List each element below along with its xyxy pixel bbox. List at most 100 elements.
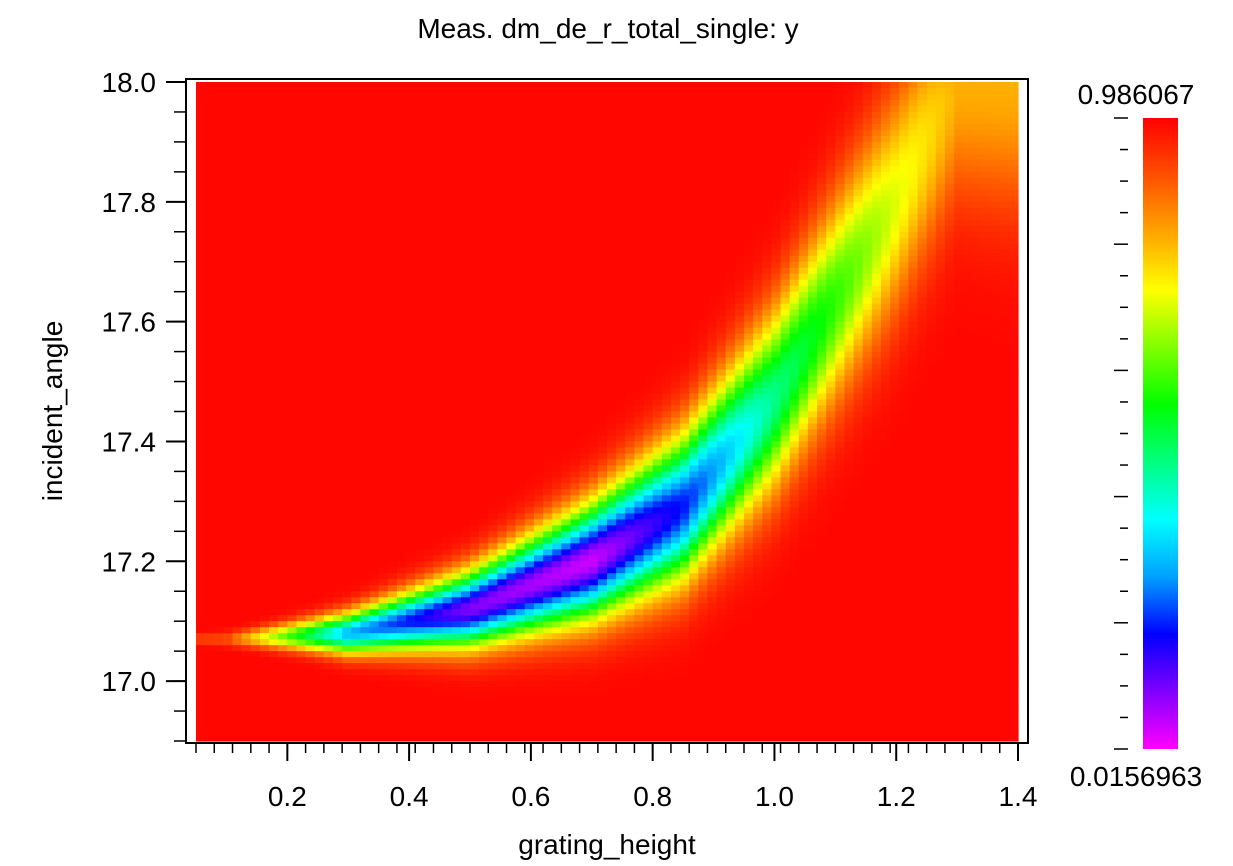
heatmap-cell: [442, 393, 453, 401]
heatmap-cell: [524, 681, 535, 688]
heatmap-cell: [579, 369, 590, 377]
heatmap-cell: [497, 213, 508, 221]
heatmap-cell: [232, 399, 243, 407]
heatmap-cell: [479, 249, 489, 257]
heatmap-cell: [214, 729, 224, 736]
heatmap-cell: [552, 705, 562, 712]
heatmap-cell: [470, 255, 480, 263]
heatmap-cell: [579, 645, 590, 652]
heatmap-cell: [406, 291, 416, 299]
heatmap-cell: [533, 687, 544, 694]
heatmap-cell: [387, 435, 398, 443]
heatmap-cell: [241, 267, 252, 275]
heatmap-cell: [479, 309, 489, 317]
heatmap-cell: [460, 603, 471, 610]
heatmap-cell: [415, 99, 425, 107]
heatmap-cell: [433, 699, 444, 706]
heatmap-cell: [451, 105, 462, 113]
heatmap-cell: [552, 219, 562, 227]
heatmap-cell: [232, 459, 243, 467]
heatmap-cell: [442, 429, 453, 437]
heatmap-cell: [378, 645, 389, 652]
heatmap-cell: [323, 99, 334, 107]
heatmap-cell: [424, 351, 435, 359]
heatmap-cell: [570, 615, 581, 622]
heatmap-cell: [387, 669, 398, 676]
heatmap-cell: [442, 591, 453, 598]
heatmap-cell: [196, 255, 206, 263]
heatmap-cell: [460, 609, 471, 616]
heatmap-cell: [406, 105, 416, 113]
heatmap-cell: [205, 135, 215, 143]
heatmap-cell: [561, 357, 572, 365]
heatmap-cell: [387, 213, 398, 221]
heatmap-cell: [607, 243, 617, 251]
heatmap-cell: [488, 543, 498, 550]
heatmap-cell: [342, 441, 352, 449]
heatmap-cell: [351, 255, 361, 263]
heatmap-cell: [479, 645, 489, 652]
heatmap-cell: [442, 471, 453, 478]
heatmap-cell: [369, 441, 380, 449]
heatmap-cell: [360, 381, 371, 389]
heatmap-cell: [515, 639, 526, 646]
heatmap-cell: [214, 645, 224, 652]
heatmap-cell: [497, 519, 508, 526]
heatmap-cell: [241, 357, 252, 365]
heatmap-cell: [323, 417, 334, 425]
heatmap-cell: [296, 393, 307, 401]
heatmap-cell: [561, 339, 572, 347]
heatmap-cell: [232, 123, 243, 131]
heatmap-cell: [214, 555, 224, 562]
heatmap-cell: [515, 663, 526, 670]
heatmap-cell: [570, 663, 581, 670]
heatmap-cell: [396, 483, 407, 490]
heatmap-cell: [479, 693, 489, 700]
heatmap-cell: [323, 675, 334, 682]
heatmap-cell: [433, 189, 444, 197]
heatmap-cell: [387, 525, 398, 532]
heatmap-cell: [543, 411, 553, 419]
heatmap-cell: [214, 465, 224, 473]
heatmap-cell: [296, 147, 307, 155]
heatmap-cell: [506, 333, 517, 341]
heatmap-cell: [570, 573, 581, 580]
heatmap-cell: [369, 669, 380, 676]
heatmap-cell: [424, 435, 435, 443]
heatmap-cell: [561, 159, 572, 167]
heatmap-cell: [269, 123, 279, 131]
heatmap-cell: [296, 717, 307, 724]
heatmap-cell: [232, 345, 243, 353]
heatmap-cell: [214, 423, 224, 431]
heatmap-cell: [296, 567, 307, 574]
heatmap-cell: [543, 105, 553, 113]
heatmap-cell: [470, 507, 480, 514]
heatmap-cell: [223, 375, 234, 383]
heatmap-cell: [570, 729, 581, 736]
heatmap-cell: [369, 435, 380, 443]
heatmap-cell: [442, 105, 453, 113]
heatmap-cell: [351, 717, 361, 724]
heatmap-cell: [424, 483, 435, 490]
heatmap-cell: [479, 375, 489, 383]
heatmap-cell: [543, 597, 553, 604]
heatmap-cell: [314, 141, 325, 149]
heatmap-cell: [597, 615, 608, 622]
heatmap-cell: [515, 327, 526, 335]
heatmap-cell: [387, 111, 398, 119]
heatmap-cell: [424, 669, 435, 676]
heatmap-cell: [360, 477, 371, 484]
heatmap-cell: [424, 285, 435, 293]
heatmap-cell: [314, 279, 325, 287]
heatmap-cell: [305, 315, 316, 323]
heatmap-cell: [415, 687, 425, 694]
heatmap-cell: [524, 669, 535, 676]
heatmap-cell: [588, 183, 599, 191]
heatmap-cell: [387, 441, 398, 449]
heatmap-cell: [561, 573, 572, 580]
heatmap-cell: [314, 345, 325, 353]
heatmap-cell: [396, 459, 407, 467]
heatmap-cell: [351, 423, 361, 431]
heatmap-cell: [433, 711, 444, 718]
heatmap-cell: [570, 303, 581, 311]
